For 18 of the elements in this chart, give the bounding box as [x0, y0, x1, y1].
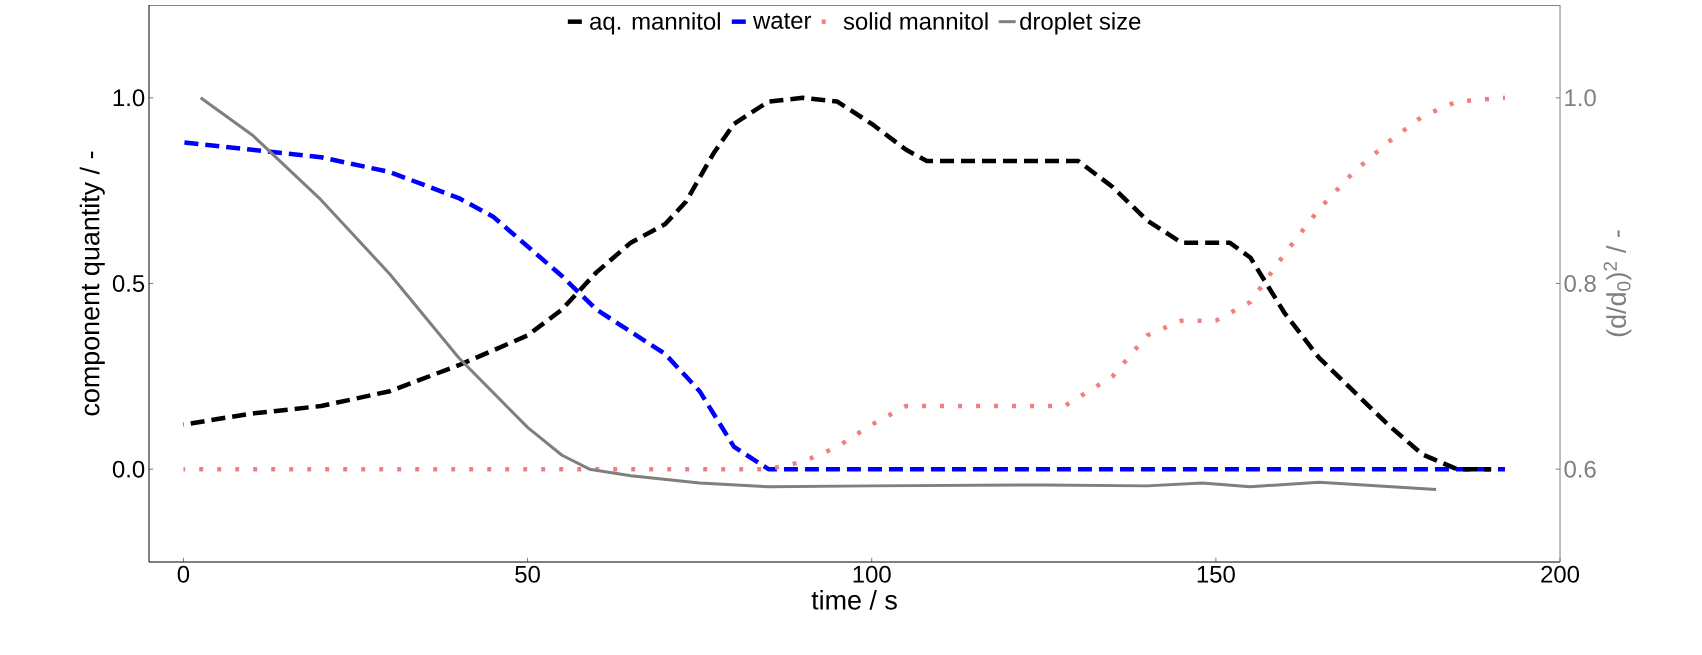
legend-label: solid mannitol [843, 12, 988, 30]
y2-tick-label: 0.6 [1564, 460, 1596, 478]
y2-tick-label: 1.0 [1565, 89, 1596, 107]
legend-label: droplet size [1020, 12, 1141, 35]
legend-label: aq. mannitol [590, 12, 720, 35]
y-tick-label: 0.5 [112, 275, 145, 292]
x-tick-label: 200 [1541, 565, 1580, 583]
x-tick-label: 150 [1197, 565, 1235, 583]
x-tick-label: 0 [177, 565, 190, 583]
y-tick-label: 0.0 [112, 460, 145, 478]
y2-tick-label: 0.8 [1564, 275, 1596, 292]
x-axis-title: time / s [811, 589, 897, 610]
x-tick-label: 50 [515, 565, 540, 583]
legend-label: water [753, 13, 812, 29]
y2-axis-title: (d/d$_{0}$)$^{2}$ / - [1603, 230, 1632, 337]
y-axis-title: component quantity / - [79, 151, 105, 416]
y-tick-label: 1.0 [113, 89, 145, 107]
x-tick-label: 100 [853, 565, 891, 583]
